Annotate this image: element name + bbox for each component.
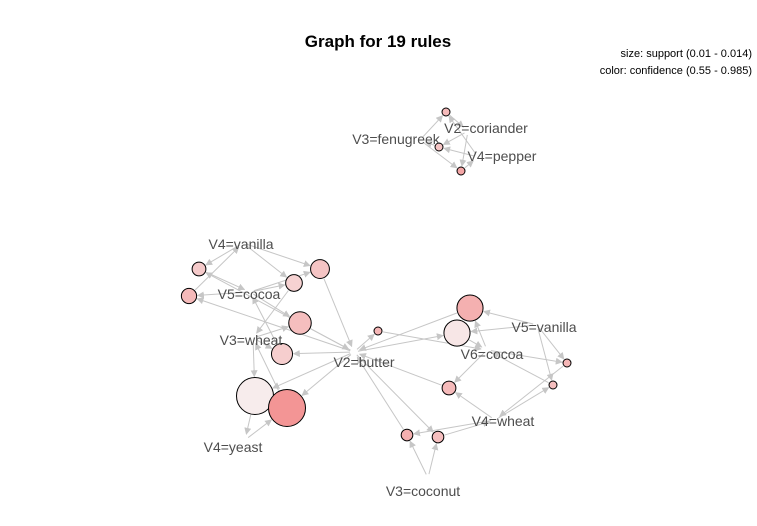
edge-fenugreek-to-r1 [422, 115, 444, 138]
item-label-wheat4: V4=wheat [472, 413, 535, 429]
edge-r9-to-cocoa5 [252, 296, 278, 344]
item-label-cocoa6: V6=cocoa [461, 346, 524, 362]
edge-wheat4-to-r17 [454, 392, 493, 419]
edges-layer [194, 114, 565, 475]
rule-node-13 [456, 294, 484, 322]
edge-r8-to-butter [310, 328, 350, 350]
edge-r19-to-wheat4 [444, 420, 490, 436]
edge-r11-to-wheat3 [255, 342, 279, 391]
edge-vanilla5-to-r15 [539, 327, 565, 360]
edge-r18-to-butter [356, 356, 404, 430]
edge-wheat3-to-r8 [256, 325, 289, 338]
rule-node-1 [441, 107, 451, 117]
edge-coconut-to-r18 [409, 440, 427, 475]
edge-r13-to-butter [358, 312, 458, 351]
rule-node-16 [548, 380, 558, 390]
edge-r2-to-fenugreek [424, 140, 435, 148]
edge-pepper-to-r2 [443, 146, 475, 157]
edge-coriander-to-r2 [442, 132, 465, 146]
edge-r10-to-yeast [244, 414, 252, 435]
edge-butter-to-r6 [196, 297, 351, 352]
rule-node-18 [400, 428, 414, 442]
edge-r14-to-cocoa6 [468, 339, 483, 348]
item-label-wheat3: V3=wheat [220, 332, 283, 348]
edge-r3-to-pepper [464, 160, 474, 169]
rules-layer [180, 107, 572, 444]
rule-node-2 [434, 142, 444, 152]
edge-butter-to-r11 [301, 354, 352, 396]
edge-cocoa6-to-r15 [490, 350, 563, 365]
edge-cocoa5-to-r4 [253, 270, 311, 292]
edge-cocoa5-to-r8 [253, 293, 291, 317]
edge-r6-to-vanilla4 [194, 246, 240, 291]
rule-node-11 [268, 389, 306, 427]
legend-size: size: support (0.01 - 0.014) [621, 48, 752, 60]
rule-node-17 [441, 380, 457, 396]
rule-node-6 [180, 287, 198, 305]
edge-r5-to-cocoa5 [205, 271, 246, 291]
edge-wheat3-to-r9 [256, 339, 273, 349]
rule-node-10 [236, 377, 274, 415]
edge-vanilla5-to-r16 [537, 328, 554, 381]
item-label-cocoa5: V5=cocoa [218, 286, 281, 302]
item-label-pepper: V4=pepper [468, 148, 537, 164]
rule-node-15 [562, 358, 572, 368]
legend-color: color: confidence (0.55 - 0.985) [600, 65, 752, 77]
edge-butter-to-r10 [272, 353, 351, 389]
edge-vanilla4-to-r4 [246, 243, 311, 267]
items-layer: V3=fenugreek V2=coriander V4=pepper V4=v… [204, 120, 577, 499]
rule-node-12 [373, 326, 383, 336]
edge-wheat3-to-r10 [250, 341, 258, 378]
edge-pepper-to-r1 [448, 115, 477, 155]
edge-cocoa6-to-r17 [454, 352, 485, 383]
edge-coriander-to-r3 [459, 134, 468, 167]
rule-node-7 [285, 274, 303, 292]
edge-vanilla5-to-r14 [470, 324, 534, 335]
rule-node-14 [443, 319, 471, 347]
item-label-vanilla4: V4=vanilla [209, 236, 274, 252]
edge-fenugreek-to-r3 [422, 142, 458, 169]
item-label-coriander: V2=coriander [444, 120, 528, 136]
edge-r17-to-butter [358, 353, 442, 386]
edge-butter-to-r14 [357, 333, 444, 352]
edge-cocoa5-to-r6 [196, 291, 247, 299]
item-label-coconut: V3=coconut [386, 483, 460, 499]
rule-node-9 [270, 342, 294, 366]
edge-butter-to-r19 [356, 354, 434, 433]
rule-node-8 [288, 311, 312, 335]
rule-node-19 [431, 430, 445, 444]
edge-vanilla5-to-r13 [482, 309, 534, 325]
item-label-fenugreek: V3=fenugreek [352, 131, 441, 147]
edge-r1-to-coriander [449, 114, 464, 128]
edge-r4-to-butter [323, 278, 353, 348]
edge-cocoa6-to-r13 [474, 320, 486, 347]
edge-coconut-to-r19 [428, 442, 439, 475]
edge-r16-to-cocoa6 [491, 352, 549, 384]
edge-butter-to-r9 [292, 350, 351, 358]
item-label-yeast: V4=yeast [204, 439, 263, 455]
edge-wheat4-to-r16 [498, 387, 550, 419]
rule-node-4 [310, 259, 330, 279]
edge-cocoa5-to-r7 [253, 282, 286, 292]
edge-r7-to-wheat3 [256, 290, 289, 334]
edge-yeast-to-r11 [247, 419, 273, 438]
rule-node-3 [456, 166, 466, 176]
edge-vanilla4-to-r7 [245, 245, 288, 278]
item-label-butter: V2=butter [333, 354, 394, 370]
graph-title: Graph for 19 rules [305, 32, 451, 51]
rule-node-5 [191, 261, 207, 277]
item-label-vanilla5: V5=vanilla [512, 319, 577, 335]
